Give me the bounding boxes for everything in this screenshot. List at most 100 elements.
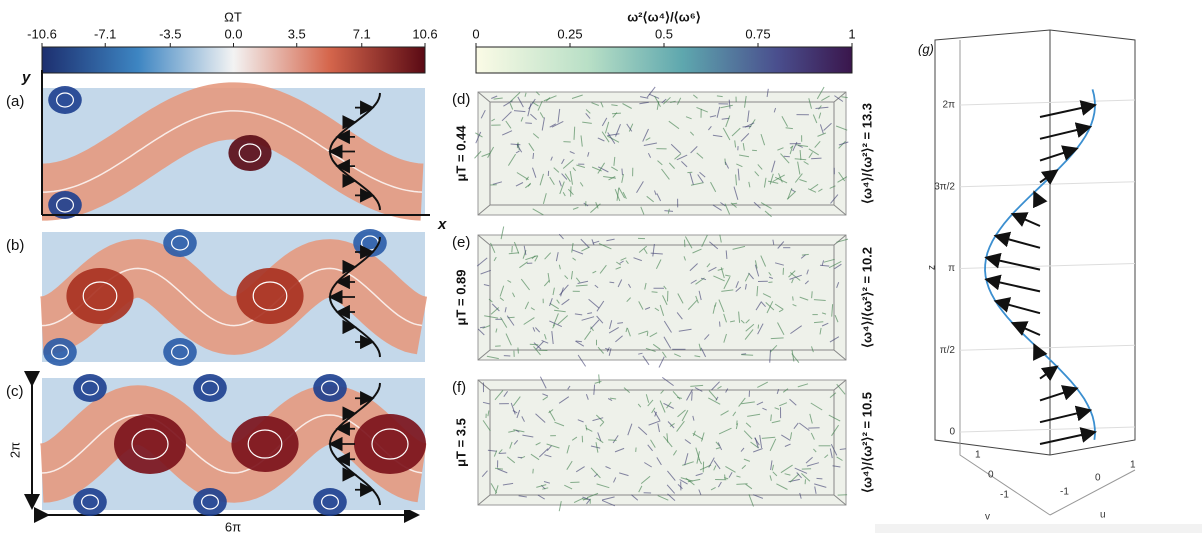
tick-label: 3.5 bbox=[288, 26, 306, 41]
vortex-filament bbox=[805, 456, 813, 464]
vortex-filament bbox=[573, 497, 584, 504]
panel-label: (d) bbox=[452, 91, 470, 108]
vortex-filament bbox=[539, 173, 544, 186]
vortex-filament bbox=[666, 484, 676, 494]
vortex-filament bbox=[801, 473, 811, 482]
streamline bbox=[55, 92, 74, 108]
vortex-filament bbox=[645, 137, 651, 141]
vortex-filament bbox=[520, 278, 530, 291]
vortex-filament bbox=[599, 264, 607, 274]
vortex-filament bbox=[819, 264, 830, 267]
vortex-filament bbox=[481, 470, 488, 478]
vortex-filament bbox=[762, 407, 767, 411]
tick-label: 0.5 bbox=[655, 26, 673, 41]
vortex-filament bbox=[556, 299, 560, 304]
vortex-filament bbox=[596, 437, 604, 444]
vortex-filament bbox=[601, 117, 608, 127]
vortex-filament bbox=[723, 313, 727, 323]
vortex-filament bbox=[698, 290, 702, 301]
vortex-filament bbox=[690, 384, 704, 387]
velocity-arrow bbox=[1010, 212, 1041, 227]
vortex-filament bbox=[815, 106, 829, 109]
vortex-filament bbox=[708, 390, 718, 401]
vortex-filament bbox=[838, 140, 846, 149]
vortex-filament bbox=[738, 311, 741, 323]
vortex-filament bbox=[741, 401, 755, 405]
vortex bbox=[313, 374, 347, 402]
vortex-filament bbox=[561, 173, 568, 180]
vortex-filament bbox=[606, 238, 615, 242]
vortex-filament bbox=[799, 179, 807, 183]
vortex-filament bbox=[643, 248, 648, 255]
velocity-arrow bbox=[984, 274, 1041, 293]
vortex-filament bbox=[698, 489, 702, 495]
vortex-filament bbox=[716, 106, 721, 118]
grid-line bbox=[959, 99, 1136, 106]
vortex-filament bbox=[506, 315, 515, 326]
vortex-filament bbox=[555, 252, 559, 262]
vortex-filament bbox=[532, 327, 536, 332]
vortex-filament bbox=[692, 415, 695, 421]
vortex-filament bbox=[580, 135, 583, 147]
vortex-filament bbox=[770, 337, 784, 340]
vortex-filament bbox=[763, 177, 767, 188]
vortex-filament bbox=[686, 389, 693, 401]
vortex-filament bbox=[550, 156, 553, 161]
volume bbox=[477, 379, 847, 506]
vortex-filament bbox=[596, 300, 605, 312]
vortex-filament bbox=[790, 325, 802, 335]
vortex-filament bbox=[493, 97, 503, 100]
vortex-filament bbox=[611, 112, 621, 115]
vortex-filament bbox=[732, 411, 737, 417]
vortex-filament bbox=[735, 286, 742, 292]
vortex-filament bbox=[542, 193, 547, 205]
vortex-filament bbox=[482, 401, 490, 405]
vortex-filament bbox=[520, 117, 524, 122]
vortex-filament bbox=[809, 413, 813, 424]
vortex-filament bbox=[535, 413, 546, 423]
vortex-filament bbox=[569, 151, 575, 155]
vortex-filament bbox=[623, 387, 631, 393]
vortex-filament bbox=[811, 157, 822, 160]
vortex-filament bbox=[487, 449, 497, 452]
velocity-arrow bbox=[1039, 385, 1079, 402]
vortex-filament bbox=[564, 173, 571, 182]
vortex-filament bbox=[836, 383, 846, 395]
vortex-filament bbox=[789, 274, 802, 280]
box-edge bbox=[477, 91, 847, 216]
vortex-filament bbox=[577, 354, 587, 367]
vortex-filament bbox=[741, 354, 754, 356]
vortex-filament bbox=[657, 160, 663, 166]
colorbar-left bbox=[41, 46, 426, 74]
vortex-filament bbox=[575, 284, 588, 287]
streamline bbox=[238, 143, 262, 163]
vortex-filament bbox=[532, 468, 534, 474]
vortex-filament bbox=[808, 98, 812, 109]
vortex-filament bbox=[498, 452, 507, 454]
vortex-filament bbox=[559, 181, 565, 195]
vortex-filament bbox=[482, 420, 491, 432]
vortex-filament bbox=[835, 125, 848, 131]
vortex-filament bbox=[545, 97, 551, 102]
vortex-filament bbox=[796, 472, 802, 479]
axis-label: z bbox=[927, 265, 938, 270]
vortex-filament bbox=[784, 443, 791, 447]
vortex-filament bbox=[487, 410, 490, 417]
vortex-filament bbox=[582, 121, 592, 124]
vortex-filament bbox=[730, 202, 737, 208]
vortex-filament bbox=[544, 334, 547, 340]
vortex-filament bbox=[797, 161, 801, 175]
panel-label: (a) bbox=[6, 93, 24, 110]
vortex-filament bbox=[789, 272, 801, 281]
streamline bbox=[80, 494, 99, 510]
vortex-filament bbox=[509, 92, 521, 103]
axis-label: x bbox=[437, 216, 447, 233]
vortex-filament bbox=[821, 260, 825, 266]
vortex-filament bbox=[542, 487, 549, 490]
vortex-filament bbox=[498, 449, 503, 454]
vortex-filament bbox=[832, 465, 841, 468]
vortex-filament bbox=[659, 400, 666, 413]
vortex-filament bbox=[807, 188, 817, 193]
vortex-filament bbox=[495, 328, 498, 333]
vortex-filament bbox=[667, 470, 676, 481]
